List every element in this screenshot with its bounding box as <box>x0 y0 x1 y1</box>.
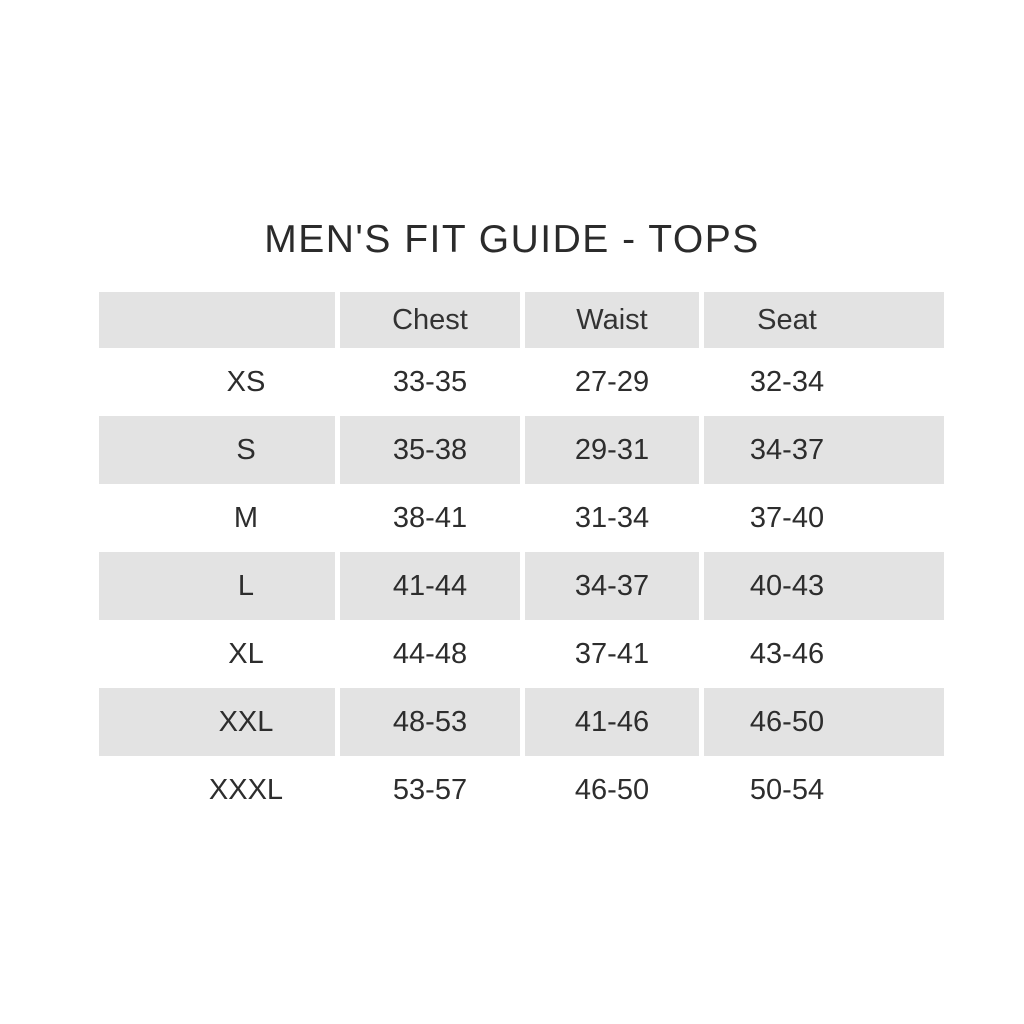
chest-value: 38-41 <box>392 501 468 534</box>
table-row-xs: XS 33-35 27-29 32-34 <box>99 348 944 416</box>
header-cell-waist: Waist <box>525 292 699 348</box>
header-cell-seat: Seat <box>704 292 944 348</box>
size-label: S <box>99 416 335 484</box>
size-label: XXL <box>99 688 335 756</box>
seat-value: 43-46 <box>749 637 825 670</box>
fit-guide-table: Chest Waist Seat XS 33-35 27-29 32-34 S … <box>99 292 944 824</box>
seat-value: 34-37 <box>704 416 944 484</box>
size-label: XS <box>226 365 266 398</box>
size-label: XXXL <box>208 773 284 806</box>
waist-value: 37-41 <box>574 637 650 670</box>
table-row-m: M 38-41 31-34 37-40 <box>99 484 944 552</box>
size-label: XL <box>228 637 264 670</box>
waist-value: 27-29 <box>574 365 650 398</box>
seat-value: 40-43 <box>704 552 944 620</box>
header-cell-chest: Chest <box>340 292 520 348</box>
page-title: MEN'S FIT GUIDE - TOPS <box>264 218 760 261</box>
waist-value: 41-46 <box>525 688 699 756</box>
chest-value: 33-35 <box>392 365 468 398</box>
table-row-xxxl: XXXL 53-57 46-50 50-54 <box>99 756 944 824</box>
seat-value: 32-34 <box>749 365 825 398</box>
chest-value: 44-48 <box>392 637 468 670</box>
waist-value: 29-31 <box>525 416 699 484</box>
seat-value: 50-54 <box>749 773 825 806</box>
waist-value: 31-34 <box>574 501 650 534</box>
table-row-xl: XL 44-48 37-41 43-46 <box>99 620 944 688</box>
header-cell-size <box>99 292 335 348</box>
size-label: L <box>99 552 335 620</box>
size-label: M <box>233 501 259 534</box>
table-row-s: S 35-38 29-31 34-37 <box>99 416 944 484</box>
table-header-row: Chest Waist Seat <box>99 292 944 348</box>
table-row-xxl: XXL 48-53 41-46 46-50 <box>99 688 944 756</box>
waist-value: 46-50 <box>574 773 650 806</box>
chest-value: 41-44 <box>340 552 520 620</box>
seat-value: 46-50 <box>704 688 944 756</box>
chest-value: 48-53 <box>340 688 520 756</box>
seat-value: 37-40 <box>749 501 825 534</box>
chest-value: 53-57 <box>392 773 468 806</box>
chest-value: 35-38 <box>340 416 520 484</box>
waist-value: 34-37 <box>525 552 699 620</box>
table-row-l: L 41-44 34-37 40-43 <box>99 552 944 620</box>
